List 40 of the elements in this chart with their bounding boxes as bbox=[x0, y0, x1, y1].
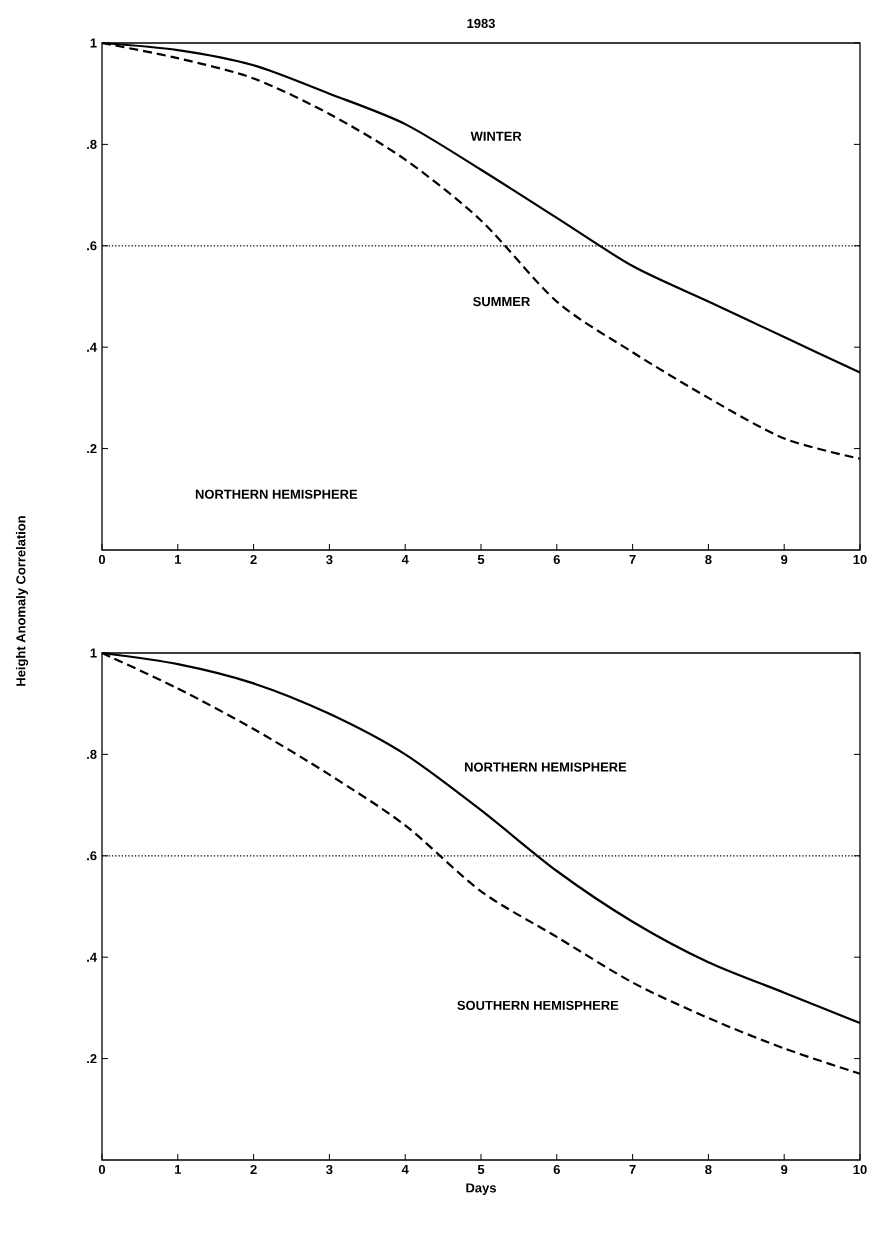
series-label: WINTER bbox=[470, 131, 522, 141]
x-tick-label: 3 bbox=[326, 554, 333, 565]
x-tick-label: 6 bbox=[553, 554, 560, 565]
series-label: SOUTHERN HEMISPHERE bbox=[457, 1000, 619, 1010]
y-tick-label: 1 bbox=[90, 38, 97, 48]
y-tick-label: .6 bbox=[87, 241, 97, 251]
x-tick-label: 10 bbox=[853, 554, 867, 565]
y-tick-label: .6 bbox=[87, 851, 97, 861]
x-tick-label: 0 bbox=[98, 1164, 106, 1175]
x-tick-label: 7 bbox=[629, 554, 636, 564]
x-tick-label: 9 bbox=[781, 554, 788, 565]
x-tick-label: 2 bbox=[250, 554, 257, 564]
y-tick-label: .4 bbox=[87, 342, 97, 352]
x-tick-label: 4 bbox=[401, 554, 409, 564]
x-tick-label: 6 bbox=[553, 1164, 560, 1175]
x-tick-label: 0 bbox=[98, 554, 106, 565]
x-tick-label: 5 bbox=[477, 1164, 485, 1174]
x-tick-label: 3 bbox=[326, 1164, 333, 1175]
x-tick-label: 8 bbox=[705, 554, 712, 565]
x-tick-label: 7 bbox=[629, 1164, 636, 1174]
y-axis-title: Height Anomaly Correlation bbox=[15, 516, 29, 686]
x-tick-label: 2 bbox=[250, 1164, 257, 1174]
annotation: NORTHERN HEMISPHERE bbox=[195, 489, 358, 499]
x-tick-label: 4 bbox=[401, 1164, 409, 1174]
x-tick-label: 8 bbox=[705, 1164, 712, 1175]
y-tick-label: .8 bbox=[87, 139, 97, 149]
x-tick-label: 1 bbox=[175, 1164, 182, 1174]
y-tick-label: 1 bbox=[90, 648, 97, 658]
x-axis-title: Days bbox=[466, 1183, 496, 1196]
series-label: SUMMER bbox=[473, 296, 530, 307]
series-label: NORTHERN HEMISPHERE bbox=[464, 762, 627, 772]
x-tick-label: 1 bbox=[175, 554, 182, 564]
y-tick-label: .2 bbox=[87, 444, 97, 454]
x-tick-label: 10 bbox=[853, 1164, 867, 1175]
y-tick-label: .4 bbox=[87, 952, 97, 962]
x-tick-label: 5 bbox=[477, 554, 485, 564]
chart-title: 1983 bbox=[467, 18, 495, 29]
y-tick-label: .8 bbox=[87, 749, 97, 759]
x-tick-label: 9 bbox=[781, 1164, 788, 1175]
y-tick-label: .2 bbox=[87, 1054, 97, 1064]
